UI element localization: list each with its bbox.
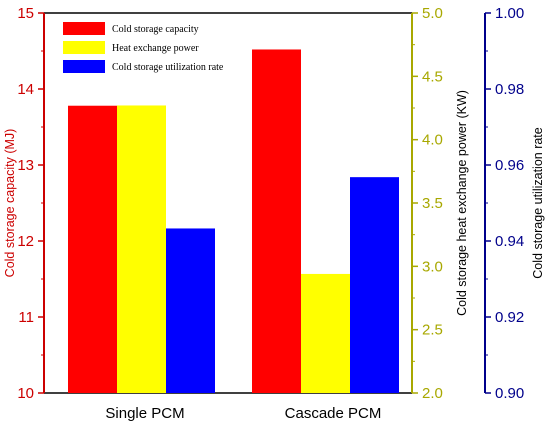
bar-single-pcm-series-0 bbox=[68, 105, 117, 393]
right2-tick-label-3: 0.96 bbox=[495, 157, 524, 174]
legend-swatch-capacity bbox=[63, 22, 105, 35]
right2-tick-label-0: 0.90 bbox=[495, 385, 524, 402]
category-label-single-pcm: Single PCM bbox=[105, 405, 184, 422]
legend-label-utilization: Cold storage utilization rate bbox=[112, 62, 224, 73]
bars bbox=[68, 49, 399, 393]
category-label-cascade-pcm: Cascade PCM bbox=[285, 405, 382, 422]
bar-cascade-pcm-series-1 bbox=[301, 273, 350, 393]
right-axis-utilization: 0.90 0.92 0.94 0.96 0.98 1.00 Cold storage ut… bbox=[484, 5, 545, 402]
right1-tick-label-1: 2.5 bbox=[422, 322, 443, 339]
left-tick-label-0: 10 bbox=[17, 385, 34, 402]
legend-swatch-utilization bbox=[63, 60, 105, 73]
left-tick-label-1: 11 bbox=[18, 309, 34, 326]
bar-cascade-pcm-series-2 bbox=[350, 177, 399, 393]
left-axis: 10 11 12 13 14 15 Cold storage capacity (MJ) bbox=[3, 5, 45, 402]
left-axis-title: Cold storage capacity (MJ) bbox=[3, 129, 17, 278]
category-labels: Single PCM Cascade PCM bbox=[105, 405, 381, 422]
left-tick-label-5: 15 bbox=[17, 5, 34, 22]
right2-tick-label-1: 0.92 bbox=[495, 309, 524, 326]
right1-tick-label-3: 3.5 bbox=[422, 195, 443, 212]
right1-tick-label-4: 4.0 bbox=[422, 132, 443, 149]
right1-tick-label-0: 2.0 bbox=[422, 385, 443, 402]
bar-cascade-pcm-series-0 bbox=[252, 49, 301, 393]
right-axis-power-title: Cold storage heat exchange power (KW) bbox=[455, 90, 469, 316]
legend-label-capacity: Cold storage capacity bbox=[112, 24, 199, 35]
left-tick-label-3: 13 bbox=[17, 157, 34, 174]
right1-tick-label-5: 4.5 bbox=[422, 68, 443, 85]
legend: Cold storage capacity Heat exchange powe… bbox=[63, 22, 224, 73]
right2-tick-label-5: 1.00 bbox=[495, 5, 524, 22]
left-tick-label-2: 12 bbox=[17, 233, 34, 250]
bar-single-pcm-series-2 bbox=[166, 228, 215, 393]
legend-label-power: Heat exchange power bbox=[112, 43, 199, 54]
legend-swatch-power bbox=[63, 41, 105, 54]
right1-tick-label-6: 5.0 bbox=[422, 5, 443, 22]
left-tick-label-4: 14 bbox=[17, 81, 34, 98]
bar-single-pcm-series-1 bbox=[117, 105, 166, 393]
right-axis-power: 2.0 2.5 3.0 3.5 4.0 4.5 5.0 Cold storage heat … bbox=[411, 5, 469, 402]
right2-tick-label-4: 0.98 bbox=[495, 81, 524, 98]
right2-tick-label-2: 0.94 bbox=[495, 233, 524, 250]
right-axis-utilization-title: Cold storage utilization rate bbox=[531, 127, 545, 279]
right1-tick-label-2: 3.0 bbox=[422, 258, 443, 275]
